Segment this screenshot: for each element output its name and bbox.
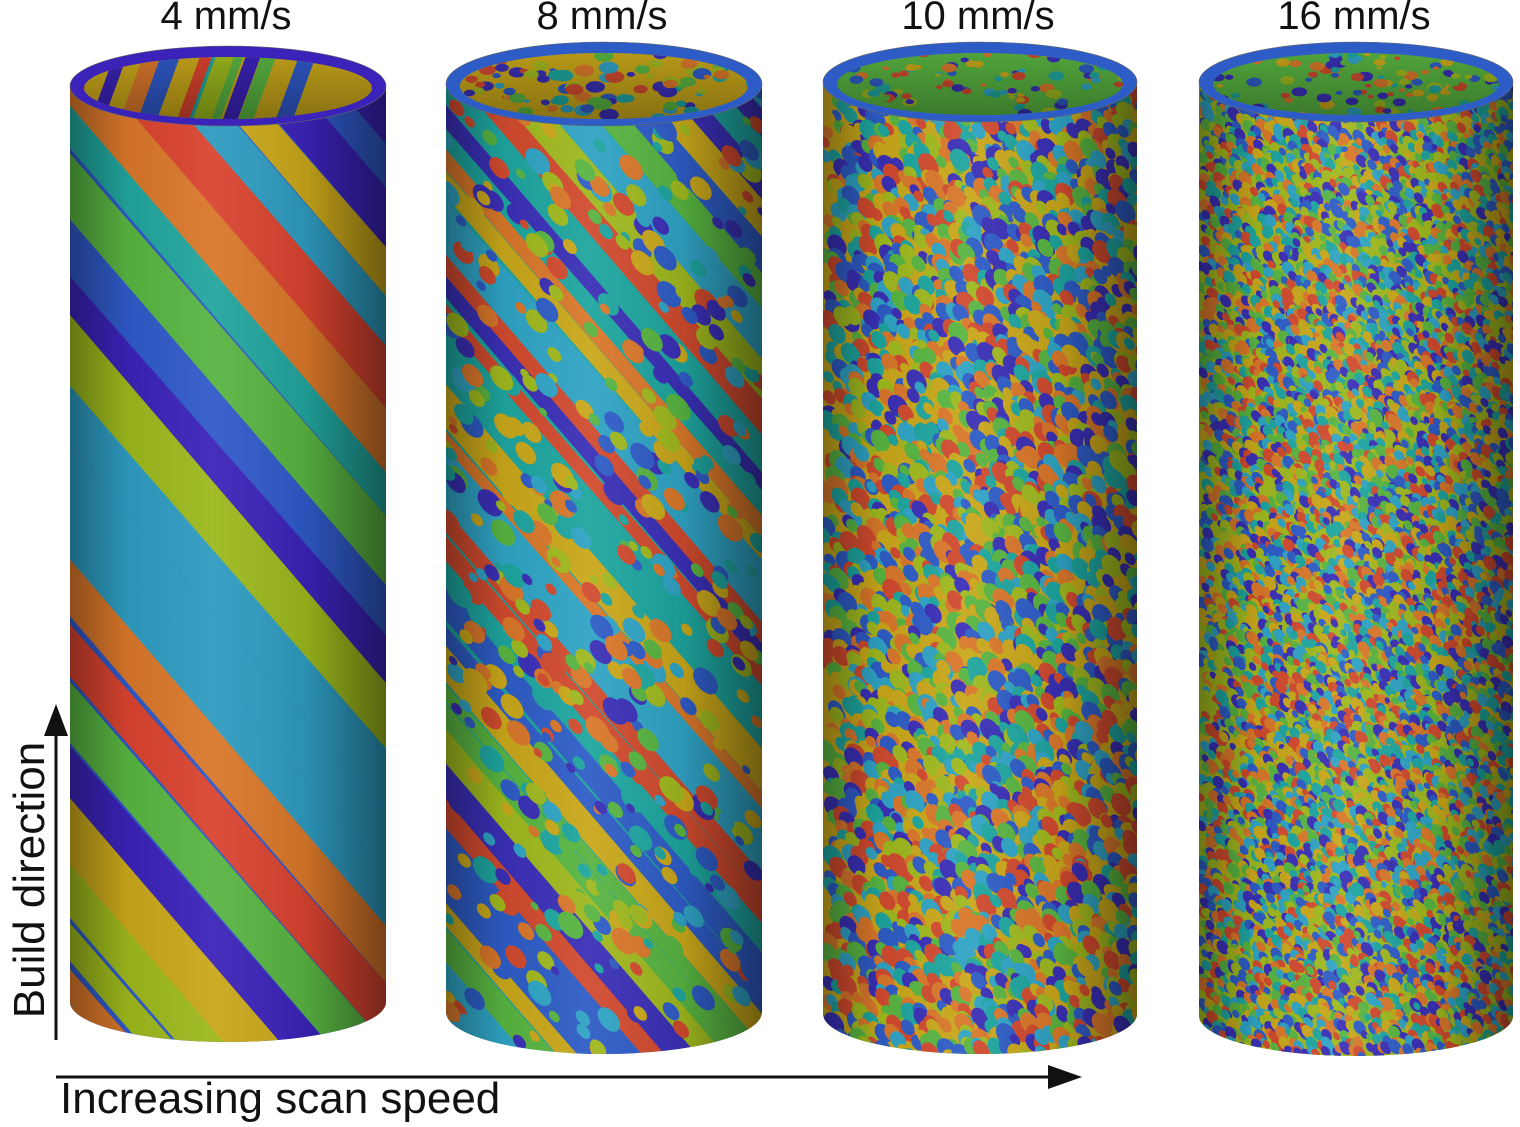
speed-label-8: 8 mm/s: [536, 0, 668, 38]
scan-speed-arrowhead: [1048, 1065, 1082, 1089]
speed-label-10: 10 mm/s: [901, 0, 1055, 38]
tube-8mms: [445, 41, 763, 1054]
build-direction-label: Build direction: [5, 741, 54, 1019]
scan-speed-label: Increasing scan speed: [60, 1074, 501, 1123]
tube-10mms: [822, 41, 1138, 1054]
build-direction-arrowhead: [44, 704, 68, 736]
tube-4mms: [69, 45, 387, 1042]
tube-16mms: [1198, 41, 1514, 1056]
speed-label-4: 4 mm/s: [160, 0, 292, 38]
speed-label-16: 16 mm/s: [1277, 0, 1431, 38]
